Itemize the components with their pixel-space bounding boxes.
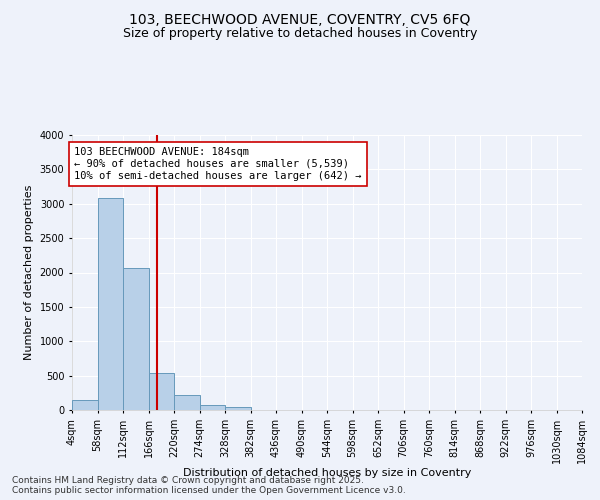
X-axis label: Distribution of detached houses by size in Coventry: Distribution of detached houses by size … xyxy=(183,468,471,478)
Text: 103, BEECHWOOD AVENUE, COVENTRY, CV5 6FQ: 103, BEECHWOOD AVENUE, COVENTRY, CV5 6FQ xyxy=(130,12,470,26)
Bar xyxy=(200,404,225,410)
Bar xyxy=(225,406,251,410)
Text: Contains HM Land Registry data © Crown copyright and database right 2025.
Contai: Contains HM Land Registry data © Crown c… xyxy=(12,476,406,495)
Bar xyxy=(174,395,199,410)
Bar xyxy=(149,373,174,410)
Y-axis label: Number of detached properties: Number of detached properties xyxy=(24,185,34,360)
Text: Size of property relative to detached houses in Coventry: Size of property relative to detached ho… xyxy=(123,28,477,40)
Text: 103 BEECHWOOD AVENUE: 184sqm
← 90% of detached houses are smaller (5,539)
10% of: 103 BEECHWOOD AVENUE: 184sqm ← 90% of de… xyxy=(74,148,361,180)
Bar xyxy=(72,400,97,410)
Bar xyxy=(97,198,123,410)
Bar xyxy=(123,268,149,410)
